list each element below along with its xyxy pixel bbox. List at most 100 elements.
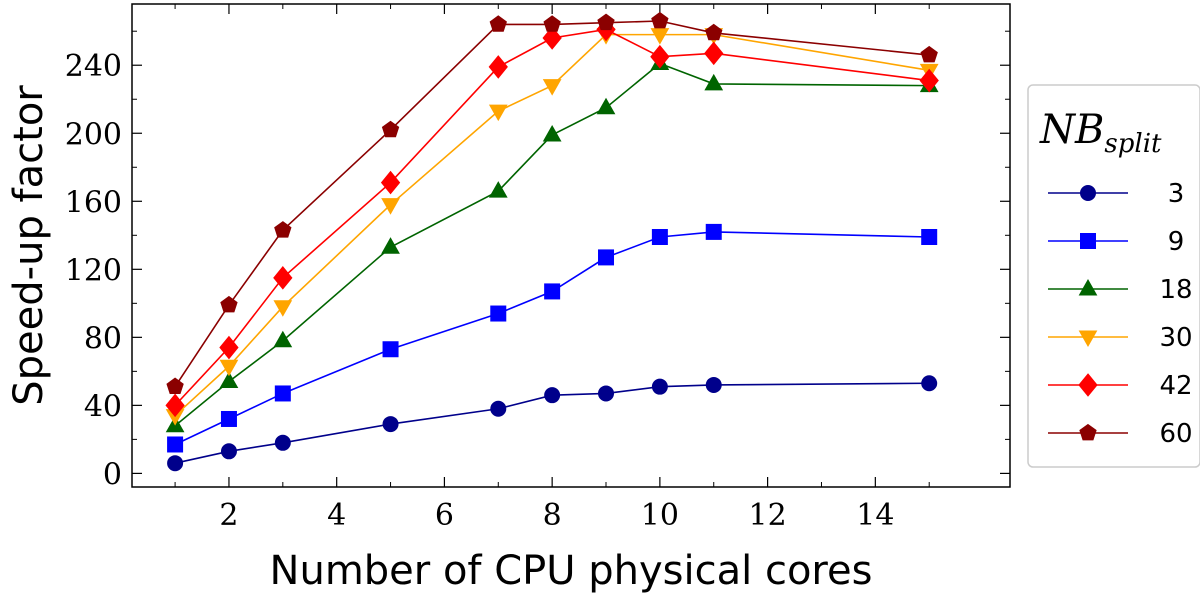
data-point	[705, 223, 722, 240]
data-point	[705, 23, 723, 41]
data-point	[920, 45, 938, 63]
data-point	[597, 13, 615, 31]
legend-label: 42	[1159, 371, 1192, 401]
data-point	[382, 416, 399, 433]
data-point	[651, 11, 669, 29]
legend-marker	[1080, 185, 1096, 201]
data-point	[651, 228, 668, 245]
x-tick-label: 10	[641, 498, 679, 533]
data-point	[544, 387, 561, 404]
data-point	[488, 55, 508, 79]
data-point	[381, 237, 400, 254]
legend: NBsplit 3 9 18 30 42 60	[1027, 84, 1200, 468]
legend-marker	[1080, 233, 1096, 249]
legend-entry-42: 42	[1048, 371, 1193, 401]
series-9	[167, 223, 938, 453]
data-point	[598, 249, 615, 266]
data-point	[219, 359, 239, 377]
y-axis-label: Speed-up factor	[6, 85, 52, 406]
legend-marker	[1079, 423, 1097, 441]
x-tick-label: 14	[856, 498, 894, 533]
legend-label: 3	[1168, 179, 1185, 209]
legend-label: 30	[1159, 323, 1192, 353]
data-point	[544, 283, 561, 300]
data-point	[650, 28, 670, 45]
legend-entry-3: 3	[1048, 179, 1184, 209]
series-60	[166, 11, 938, 395]
series-line	[174, 62, 930, 427]
data-point	[490, 305, 507, 322]
y-tick-label: 240	[65, 49, 122, 84]
data-point	[651, 378, 668, 395]
legend-label: 60	[1159, 419, 1192, 449]
data-point	[382, 341, 399, 358]
legend-label: 9	[1168, 227, 1185, 257]
data-point	[542, 124, 562, 142]
series-42	[165, 17, 939, 418]
data-point	[273, 300, 293, 317]
data-point	[220, 410, 237, 427]
y-tick-label: 0	[103, 457, 122, 492]
legend-marker	[1078, 373, 1098, 397]
series-layer	[165, 11, 939, 472]
data-point	[488, 181, 508, 198]
data-point	[167, 455, 184, 472]
data-point	[543, 15, 561, 32]
y-tick-label: 120	[65, 253, 122, 288]
x-tick-label: 12	[749, 498, 787, 533]
x-tick-label: 6	[435, 498, 454, 533]
legend-entries: 3 9 18 30 42 60	[1048, 179, 1193, 449]
data-point	[704, 41, 724, 66]
data-point	[705, 376, 722, 393]
y-tick-label: 200	[65, 117, 122, 152]
data-point	[166, 377, 184, 395]
series-line	[174, 33, 930, 417]
data-point	[381, 198, 400, 215]
y-tick-label: 80	[84, 321, 122, 356]
data-point	[167, 436, 184, 453]
data-point	[219, 371, 239, 389]
legend-entry-30: 30	[1048, 323, 1193, 353]
legend-marker	[1078, 278, 1098, 296]
data-point	[542, 79, 562, 96]
x-axis-label: Number of CPU physical cores	[270, 548, 873, 594]
series-30	[165, 28, 939, 426]
data-point	[490, 400, 507, 417]
series-line	[174, 382, 930, 464]
data-point	[380, 170, 401, 195]
legend-entry-60: 60	[1048, 419, 1193, 449]
legend-entry-18: 18	[1048, 275, 1193, 305]
data-point	[488, 104, 508, 122]
data-point	[650, 44, 670, 69]
data-point	[919, 68, 939, 93]
data-point	[598, 385, 615, 402]
axes: 2 4 6 8 10 12 14 0 40 80 120 160 200 240	[65, 4, 1010, 533]
legend-box	[1027, 84, 1200, 468]
data-point	[165, 393, 185, 418]
legend-entry-9: 9	[1048, 227, 1184, 257]
data-point	[220, 443, 237, 460]
data-point	[542, 26, 562, 50]
x-tick-label: 8	[543, 498, 562, 533]
y-tick-label: 160	[65, 185, 122, 220]
legend-title-sub: split	[1104, 129, 1162, 159]
data-point	[704, 73, 724, 91]
data-point	[381, 120, 400, 138]
series-3	[167, 375, 938, 472]
y-tick-label: 40	[84, 389, 122, 424]
x-tick-label: 2	[219, 498, 238, 533]
series-line	[174, 28, 930, 406]
legend-title-main: NB	[1039, 107, 1104, 153]
series-line	[174, 20, 930, 388]
data-point	[220, 295, 238, 313]
legend-title: NBsplit	[1039, 107, 1162, 159]
x-tick-label: 4	[327, 498, 346, 533]
legend-marker	[1078, 330, 1098, 348]
plot-area	[131, 3, 1011, 488]
data-point	[274, 385, 291, 402]
data-point	[273, 330, 293, 348]
data-point	[274, 434, 291, 451]
legend-label: 18	[1159, 275, 1192, 305]
